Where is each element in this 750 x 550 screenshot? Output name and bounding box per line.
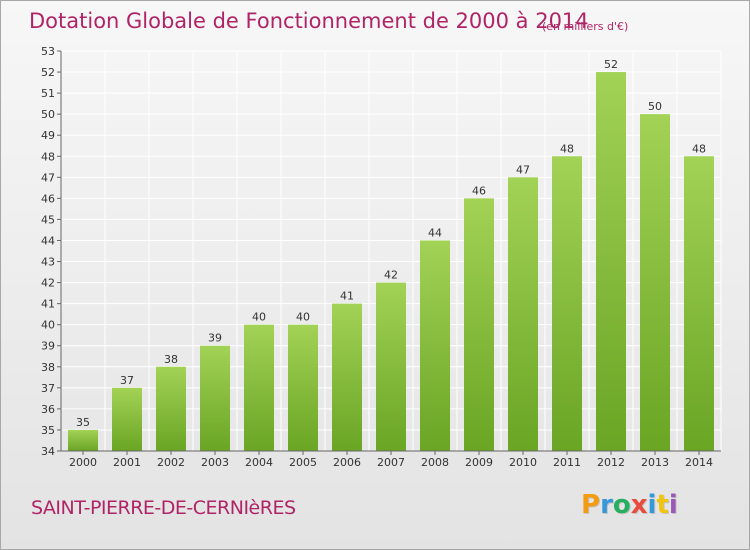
bar xyxy=(244,324,274,451)
bar-value-label: 41 xyxy=(340,290,354,303)
y-tick-label: 36 xyxy=(41,403,55,416)
bar xyxy=(376,282,406,451)
x-tick-label: 2014 xyxy=(685,456,713,469)
y-tick-label: 53 xyxy=(41,45,55,58)
x-tick-label: 2006 xyxy=(333,456,361,469)
bar xyxy=(112,387,142,451)
unit-label: (en milliers d'€) xyxy=(542,20,629,33)
x-tick-label: 2013 xyxy=(641,456,669,469)
y-tick-label: 43 xyxy=(41,256,55,269)
x-tick-label: 2002 xyxy=(157,456,185,469)
bar xyxy=(68,429,98,451)
y-tick-label: 41 xyxy=(41,298,55,311)
y-tick-label: 48 xyxy=(41,150,55,163)
bar-value-label: 50 xyxy=(648,100,662,113)
logo-letter: x xyxy=(630,490,648,520)
x-tick-label: 2010 xyxy=(509,456,537,469)
bar-value-label: 40 xyxy=(252,311,266,324)
bar xyxy=(596,72,626,451)
bar-value-label: 39 xyxy=(208,332,222,345)
bar-value-label: 40 xyxy=(296,311,310,324)
bar xyxy=(156,366,186,451)
y-tick-label: 40 xyxy=(41,319,55,332)
bar-value-label: 52 xyxy=(604,58,618,71)
bar-value-label: 37 xyxy=(120,374,134,387)
y-tick-label: 42 xyxy=(41,277,55,290)
x-tick-label: 2003 xyxy=(201,456,229,469)
bar-value-label: 48 xyxy=(692,142,706,155)
x-tick-label: 2007 xyxy=(377,456,405,469)
y-tick-label: 37 xyxy=(41,382,55,395)
x-tick-label: 2005 xyxy=(289,456,317,469)
bar xyxy=(332,303,362,451)
commune-name: SAINT-PIERRE-DE-CERNIèRES xyxy=(31,497,296,519)
logo-letter: i xyxy=(647,490,657,520)
y-tick-label: 35 xyxy=(41,424,55,437)
bar-value-label: 35 xyxy=(76,416,90,429)
axis-layer: 34 35 36 37 38 39 40 41 42 43 44 45 46 47 48 49 50 51 52 53… xyxy=(41,45,721,469)
y-tick-label: 47 xyxy=(41,171,55,184)
y-tick-label: 50 xyxy=(41,108,55,121)
bar xyxy=(684,156,714,451)
y-tick-label: 39 xyxy=(41,340,55,353)
bar-value-label: 47 xyxy=(516,163,530,176)
logo-letter: i xyxy=(668,490,678,520)
bar-value-label: 44 xyxy=(428,226,442,239)
bar xyxy=(288,324,318,451)
y-tick-label: 52 xyxy=(41,66,55,79)
x-tick-label: 2004 xyxy=(245,456,273,469)
bar-value-label: 46 xyxy=(472,184,486,197)
bar xyxy=(200,345,230,451)
bar-value-label: 42 xyxy=(384,269,398,282)
bar xyxy=(420,240,450,451)
y-tick-label: 45 xyxy=(41,213,55,226)
x-tick-label: 2012 xyxy=(597,456,625,469)
bar-value-label: 38 xyxy=(164,353,178,366)
logo-letter: P xyxy=(581,490,601,520)
x-tick-label: 2000 xyxy=(69,456,97,469)
x-tick-label: 2011 xyxy=(553,456,581,469)
bar xyxy=(464,198,494,451)
proxiti-logo[interactable]: Proxiti xyxy=(581,490,678,520)
bar-layer: 35 37 38 39 40 40 41 42 44 46 47 48 52 50 48 xyxy=(68,58,714,451)
logo-letter: t xyxy=(656,490,669,520)
x-tick-label: 2001 xyxy=(113,456,141,469)
x-tick-label: 2008 xyxy=(421,456,449,469)
y-tick-label: 44 xyxy=(41,234,55,247)
bar-value-label: 48 xyxy=(560,142,574,155)
bar xyxy=(508,177,538,451)
chart-title: Dotation Globale de Fonctionnement de 20… xyxy=(29,9,589,33)
y-tick-label: 34 xyxy=(41,445,55,458)
bar xyxy=(640,114,670,451)
y-tick-label: 46 xyxy=(41,192,55,205)
logo-letter: r xyxy=(600,490,613,520)
bar xyxy=(552,156,582,451)
y-tick-label: 49 xyxy=(41,129,55,142)
logo-letter: o xyxy=(612,490,631,520)
y-tick-label: 38 xyxy=(41,361,55,374)
x-tick-label: 2009 xyxy=(465,456,493,469)
y-tick-label: 51 xyxy=(41,87,55,100)
